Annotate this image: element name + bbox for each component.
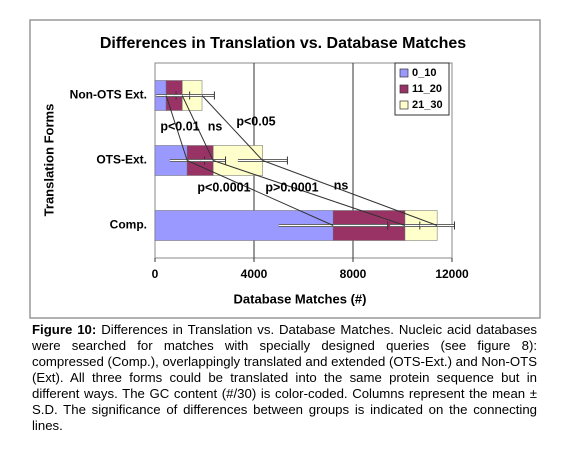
connector — [186, 160, 334, 226]
legend-label: 11_20 — [412, 83, 442, 95]
annotation: ns — [208, 119, 223, 133]
y-tick-label: Non-OTS Ext. — [70, 88, 147, 102]
caption: Figure 10: Differences in Translation vs… — [32, 322, 537, 434]
x-tick-label: 4000 — [241, 267, 268, 281]
connector — [181, 95, 214, 161]
connector — [165, 95, 188, 161]
connector — [213, 160, 406, 226]
y-tick-label: Comp. — [110, 218, 147, 232]
y-tick-label: OTS-Ext. — [96, 153, 147, 167]
x-tick-label: 0 — [152, 267, 159, 281]
connector — [201, 95, 264, 161]
annotation: p>0.0001 — [265, 180, 318, 194]
annotation: p<0.05 — [236, 114, 275, 128]
y-axis-label: Translation Forms — [41, 104, 56, 217]
legend-swatch — [399, 84, 409, 94]
x-tick-label: 12000 — [435, 267, 469, 281]
x-axis-label: Database Matches (#) — [234, 291, 367, 306]
legend-swatch — [399, 100, 409, 110]
connector — [262, 160, 438, 226]
annotation: p<0.01 — [160, 119, 199, 133]
annotation: p<0.0001 — [197, 180, 250, 194]
legend-swatch — [399, 68, 409, 78]
chart-title: Differences in Translation vs. Database … — [100, 35, 466, 52]
caption-text: Differences in Translation vs. Database … — [32, 322, 538, 433]
legend-label: 21_30 — [412, 99, 443, 111]
annotation: ns — [334, 178, 349, 192]
chart: Differences in Translation vs. Database … — [29, 19, 541, 319]
x-tick-label: 8000 — [340, 267, 367, 281]
caption-label: Figure 10: — [32, 322, 97, 337]
legend-label: 0_10 — [412, 67, 436, 79]
